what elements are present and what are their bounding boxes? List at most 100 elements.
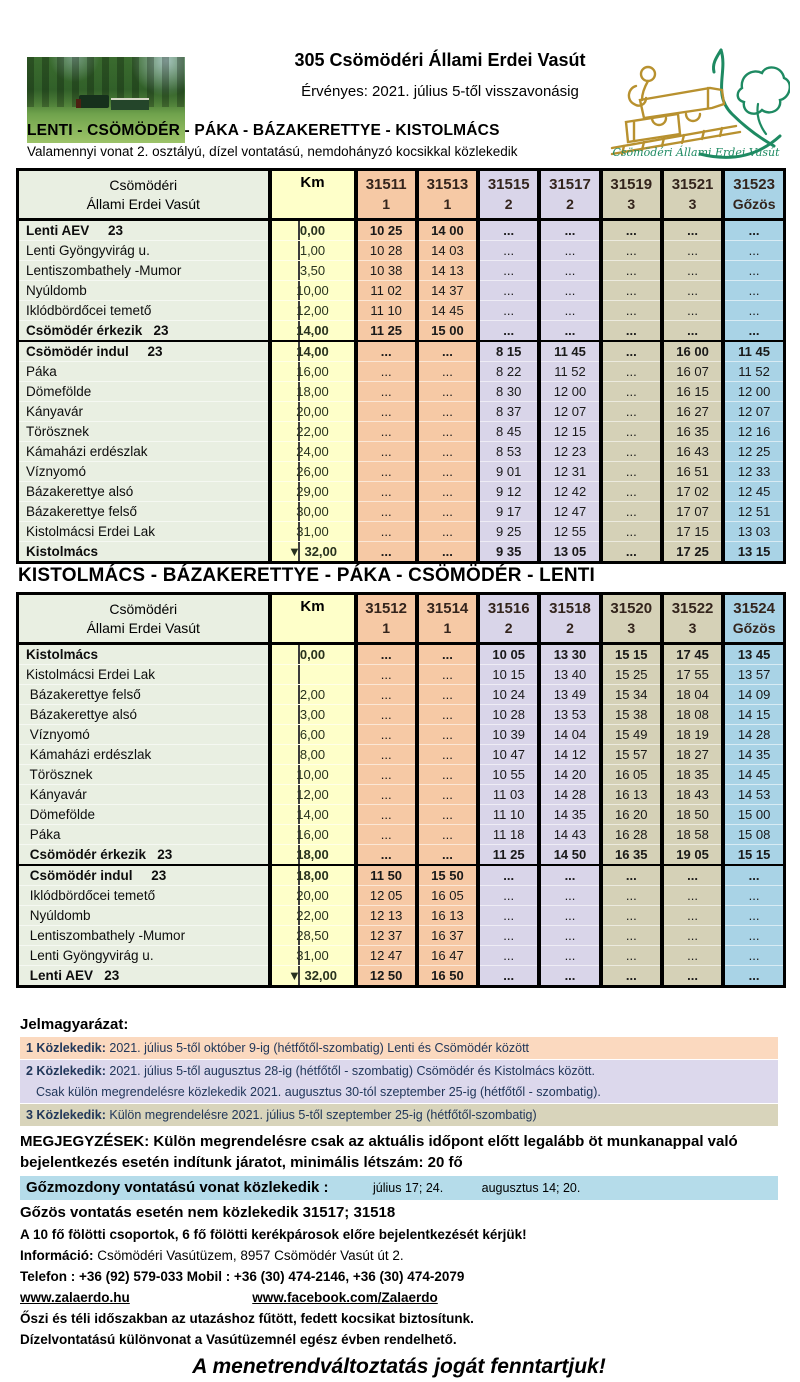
time-cell: ... — [661, 865, 726, 886]
km-cell: 16,00 — [269, 361, 358, 382]
time-cell: 8 37 — [478, 401, 542, 422]
station-cell: Kámaházi erdészlak — [17, 744, 272, 765]
time-cell: 12 50 — [355, 965, 419, 987]
time-cell: ... — [600, 260, 664, 281]
time-cell: 9 25 — [478, 521, 542, 542]
time-cell: 13 15 — [723, 541, 785, 563]
legend-row-1: 1 Közlekedik: 2021. július 5-től október… — [20, 1037, 778, 1059]
time-cell: 18 19 — [661, 724, 726, 745]
section2-title: KISTOLMÁCS - BÁZAKERETTYE - PÁKA - CSÖMÖ… — [18, 565, 596, 586]
station-cell: Bázakerettye felső — [17, 684, 272, 705]
diesel-note: Dízelvontatású különvonat a Vasútüzemnél… — [20, 1332, 457, 1347]
time-cell: ... — [416, 521, 481, 542]
station-cell: Iklódbördőcei temető — [17, 885, 272, 906]
time-cell: 16 00 — [661, 341, 726, 362]
time-cell: 10 24 — [478, 684, 542, 705]
km-cell: 20,00 — [269, 401, 358, 422]
time-cell: 16 07 — [661, 361, 726, 382]
time-cell: ... — [416, 541, 481, 563]
time-cell: 8 45 — [478, 421, 542, 442]
time-cell: ... — [478, 945, 542, 966]
steam-exclusion-note: Gőzös vontatás esetén nem közlekedik 315… — [20, 1204, 396, 1221]
timetable-row: Bázakerettye alsó 29,00...... 9 12 12 42...… — [17, 481, 785, 502]
time-cell: ... — [600, 925, 664, 946]
train-header-31515: 31515 2 — [478, 169, 542, 221]
time-cell: ... — [478, 885, 542, 906]
km-cell: ▼ 32,00 — [269, 541, 358, 563]
timetable-row: Víznyomó 26,00...... 9 01 12 31... 16 51 12 3… — [17, 461, 785, 482]
legend-3-prefix: 3 Közlekedik: — [26, 1108, 106, 1122]
timetable-row: Lenti Gyöngyvirág u. 31,00 12 47 16 47.....… — [17, 945, 785, 966]
time-cell: 14 45 — [416, 300, 481, 321]
time-cell: ... — [355, 461, 419, 482]
time-cell: ... — [723, 965, 785, 987]
time-cell: 10 28 — [355, 240, 419, 261]
km-cell: 24,00 — [269, 441, 358, 462]
time-cell: 14 28 — [539, 784, 603, 805]
time-cell: ... — [539, 219, 603, 241]
time-cell: 10 39 — [478, 724, 542, 745]
timetable-row: Kistolmácsi Erdei Lak...... 10 15 13 40 15 … — [17, 664, 785, 685]
info-text: Csömödéri Vasútüzem, 8957 Csömödér Vasút… — [93, 1248, 404, 1263]
time-cell: 13 45 — [723, 643, 785, 665]
km-cell: 10,00 — [269, 280, 358, 301]
facebook-link[interactable]: www.facebook.com/Zalaerdo — [252, 1290, 438, 1305]
km-cell: 3,00 — [269, 704, 358, 725]
station-cell: Kistolmács — [17, 541, 272, 563]
time-cell: ... — [416, 724, 481, 745]
timetable-row: Dömefölde 14,00...... 11 10 14 35 16 20 18 50… — [17, 804, 785, 825]
time-cell: 11 10 — [478, 804, 542, 825]
time-cell: 17 02 — [661, 481, 726, 502]
train-header-31512: 31512 1 — [355, 593, 419, 645]
station-cell: Kistolmácsi Erdei Lak — [17, 521, 272, 542]
time-cell: ... — [600, 300, 664, 321]
time-cell: 15 25 — [600, 664, 664, 685]
time-cell: 13 57 — [723, 664, 785, 685]
time-cell: ... — [723, 240, 785, 261]
time-cell: 14 53 — [723, 784, 785, 805]
km-cell: 1,00 — [269, 240, 358, 261]
time-cell: ... — [416, 401, 481, 422]
time-cell: 13 03 — [723, 521, 785, 542]
links-row: www.zalaerdo.hu www.facebook.com/Zalaerd… — [20, 1287, 778, 1308]
time-cell: 17 45 — [661, 643, 726, 665]
time-cell: 19 05 — [661, 844, 726, 866]
train-header-31524: 31524 Gőzös — [723, 593, 785, 645]
time-cell: ... — [661, 965, 726, 987]
time-cell: 12 05 — [355, 885, 419, 906]
time-cell: 12 07 — [723, 401, 785, 422]
time-cell: ... — [600, 945, 664, 966]
rolling-stock-note: Valamennyi vonat 2. osztályú, dízel vont… — [27, 144, 518, 159]
station-cell: Dömefölde — [17, 381, 272, 402]
time-cell: 18 43 — [661, 784, 726, 805]
time-cell: 15 08 — [723, 824, 785, 845]
time-cell: ... — [416, 481, 481, 502]
time-cell: ... — [416, 744, 481, 765]
timetable-row: Páka 16,00...... 8 22 11 52... 16 07 11 52 — [17, 361, 785, 382]
time-cell: 8 53 — [478, 441, 542, 462]
time-cell: 16 47 — [416, 945, 481, 966]
website-link[interactable]: www.zalaerdo.hu — [20, 1290, 130, 1305]
time-cell: ... — [600, 421, 664, 442]
time-cell: ... — [723, 905, 785, 926]
timetable-row: Bázakerettye felső 2,00...... 10 24 13 49 15… — [17, 684, 785, 705]
timetable-row: Nyúldomb 22,00 12 13 16 13............... — [17, 905, 785, 926]
timetable-row: Kistolmács 0,00...... 10 05 13 30 15 15 17 45… — [17, 643, 785, 665]
time-cell: 14 28 — [723, 724, 785, 745]
km-cell: 14,00 — [269, 320, 358, 342]
timetable-row: Víznyomó 6,00...... 10 39 14 04 15 49 18 19 14… — [17, 724, 785, 745]
time-cell: 11 02 — [355, 280, 419, 301]
steam-dates-row: Gőzmozdony vontatású vonat közlekedik : … — [20, 1176, 778, 1200]
time-cell: 15 57 — [600, 744, 664, 765]
time-cell: 12 13 — [355, 905, 419, 926]
train-header-31511: 31511 1 — [355, 169, 419, 221]
time-cell: 16 27 — [661, 401, 726, 422]
time-cell: 12 51 — [723, 501, 785, 522]
time-cell: 8 15 — [478, 341, 542, 362]
time-cell: ... — [723, 885, 785, 906]
time-cell: ... — [416, 804, 481, 825]
time-cell: ... — [478, 219, 542, 241]
time-cell: 8 30 — [478, 381, 542, 402]
station-cell: Törösznek — [17, 421, 272, 442]
km-cell: 18,00 — [269, 865, 358, 886]
